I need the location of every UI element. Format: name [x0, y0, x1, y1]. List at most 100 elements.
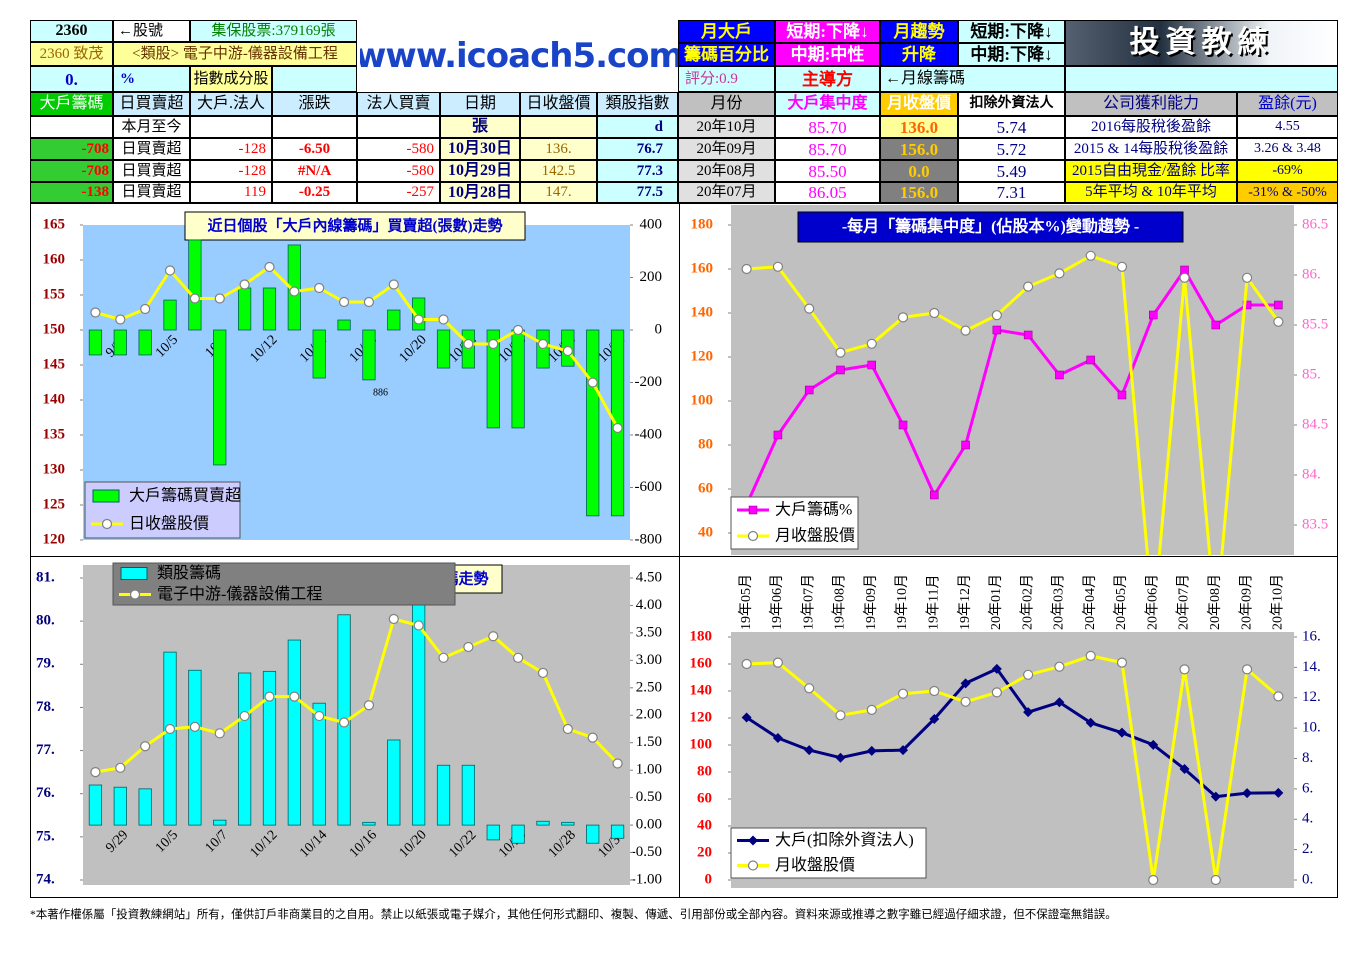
table-cell: 張: [440, 116, 520, 138]
header-cell: ←月線籌碼: [880, 66, 1065, 92]
point: [338, 717, 350, 728]
y-tick-label: 165: [43, 216, 66, 232]
header-cell: 0.: [30, 66, 113, 92]
header-cell: 投資教練: [1065, 20, 1338, 66]
header-cell: 短期:下降↓: [958, 20, 1065, 43]
x-tick-label: 20年05月: [1113, 574, 1129, 630]
point: [612, 758, 623, 769]
point: [1054, 661, 1065, 672]
point: [772, 732, 783, 743]
table-cell: -69%: [1237, 160, 1338, 182]
table-cell: 5.49: [958, 160, 1065, 182]
y2-tick-label: 1.00: [636, 762, 662, 778]
table-cell: 日買賣超: [113, 160, 190, 182]
x-tick-label: 20年08月: [1207, 574, 1223, 630]
point: [388, 279, 399, 290]
table-cell: -128: [190, 138, 272, 160]
point: [537, 667, 549, 679]
point: [929, 685, 940, 697]
y2-tick-label: 2.: [1302, 841, 1313, 857]
y-tick-label: 140: [43, 391, 66, 407]
header-cell: 月趨勢: [880, 20, 958, 43]
point: [930, 490, 939, 500]
point: [338, 296, 350, 308]
point: [438, 652, 449, 663]
point: [898, 745, 909, 756]
line: [745, 268, 1279, 506]
table-cell: 142.5: [520, 160, 597, 182]
bar: [412, 599, 426, 826]
bar: [387, 739, 401, 826]
line: [746, 654, 1280, 882]
point: [314, 282, 325, 294]
point: [1273, 787, 1284, 798]
y-tick-label: 80: [697, 763, 712, 779]
table-cell: 20年08月: [678, 160, 775, 182]
bar: [362, 329, 376, 381]
table-cell: 0.0: [880, 160, 958, 182]
header-cell: www.icoach5.com: [360, 36, 678, 76]
y-tick-label: 155: [43, 286, 66, 302]
point: [214, 293, 225, 304]
table-cell: -0.25: [272, 182, 357, 203]
y2-tick-label: 84.: [1302, 466, 1321, 482]
table-header: 大戶集中度: [775, 92, 880, 116]
table-cell: 156.0: [880, 182, 958, 203]
point: [804, 303, 815, 314]
bar: [237, 287, 252, 331]
point: [488, 338, 499, 350]
point: [264, 691, 275, 702]
bar: [113, 329, 127, 356]
point: [804, 683, 815, 694]
y-tick-label: 40: [698, 524, 713, 540]
blank-cell: [1065, 66, 1338, 92]
y-tick-label: 80: [698, 436, 713, 452]
y2-tick-label: 3.00: [636, 652, 662, 668]
blank-cell: [272, 66, 357, 92]
x-tick-label: 19年05月: [738, 574, 754, 630]
y2-tick-label: 14.: [1302, 659, 1321, 675]
point: [1241, 272, 1253, 283]
point: [804, 745, 815, 756]
point: [438, 314, 449, 325]
legend-label: 日收盤股價: [129, 515, 209, 533]
table-header: 盈餘(元): [1237, 92, 1338, 116]
y-tick-label: 40: [697, 817, 712, 833]
point: [835, 347, 846, 358]
point: [929, 714, 940, 725]
point: [1210, 791, 1221, 802]
table-cell: 10月28日: [440, 182, 520, 203]
point: [836, 365, 845, 375]
point: [612, 422, 623, 434]
y2-tick-label: 85.: [1302, 366, 1321, 382]
point: [363, 296, 375, 308]
point: [413, 620, 424, 631]
point: [264, 261, 275, 273]
y2-tick-label: 2.50: [636, 679, 662, 695]
footer-note: *本著作權係屬「投資教練網站」所有，僅供訂戶非商業目的之自用。禁止以紙張或電子媒…: [30, 909, 1117, 921]
legend-box: [730, 827, 927, 879]
y-tick-label: 150: [43, 321, 66, 337]
point: [164, 265, 176, 276]
series-group: [741, 250, 1284, 555]
y-tick-label: 120: [691, 348, 714, 364]
table-cell: 77.3: [597, 160, 678, 182]
legend-marker: [748, 835, 758, 846]
header-cell: 指數成分股: [190, 66, 272, 92]
legend-label: 電子中游-儀器設備工程: [157, 585, 322, 603]
point: [513, 324, 524, 336]
bar: [561, 821, 575, 826]
point: [992, 325, 1002, 335]
legend-label: 類股籌碼: [157, 564, 221, 582]
bar: [436, 764, 451, 826]
table-cell: 76.7: [597, 138, 678, 160]
y-tick-label: 74.: [36, 871, 55, 887]
title-box: [797, 211, 1184, 243]
bar: [362, 821, 376, 826]
y-tick-label: 160: [690, 655, 713, 671]
table-cell: 136.: [520, 138, 597, 160]
chart-title: 近日個股「大戶內線籌碼」買賣超(張數)走勢: [208, 216, 503, 234]
legend-swatch: [92, 489, 120, 503]
point: [741, 712, 752, 723]
